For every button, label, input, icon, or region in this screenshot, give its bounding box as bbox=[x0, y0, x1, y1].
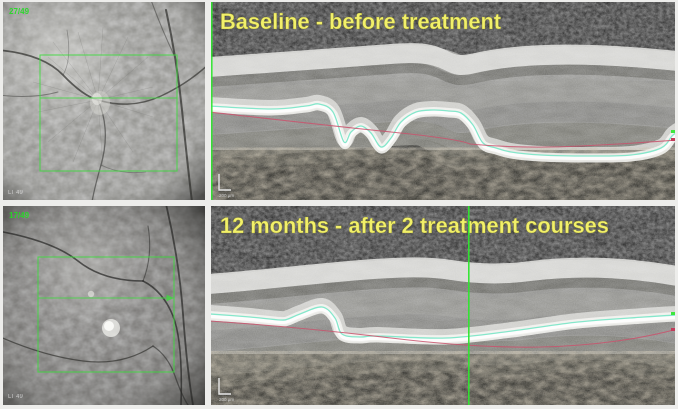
svg-text:200 µm: 200 µm bbox=[219, 397, 234, 402]
svg-text:27/49: 27/49 bbox=[9, 7, 30, 16]
svg-text:LT 49: LT 49 bbox=[8, 190, 23, 196]
svg-text:12 months - after 2 treatment: 12 months - after 2 treatment courses bbox=[220, 213, 609, 238]
svg-text:200 µm: 200 µm bbox=[219, 193, 234, 198]
svg-text:LT 49: LT 49 bbox=[8, 394, 23, 400]
svg-text:17/49: 17/49 bbox=[9, 211, 30, 220]
svg-text:Baseline - before treatment: Baseline - before treatment bbox=[220, 9, 501, 34]
